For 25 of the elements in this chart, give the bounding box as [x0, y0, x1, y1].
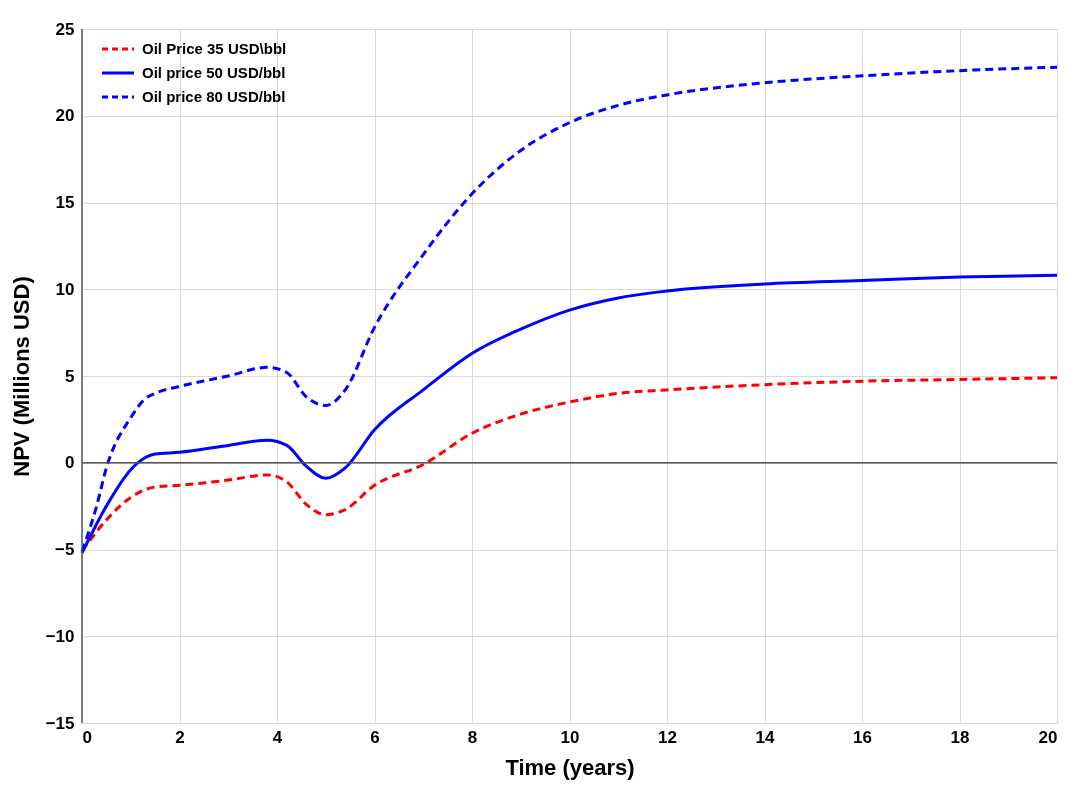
y-tick-label: 25	[55, 19, 75, 39]
x-tick-label: 8	[467, 727, 478, 747]
x-tick-label: 18	[950, 727, 970, 747]
x-tick-label: 0	[82, 727, 92, 747]
x-tick-label: 10	[560, 727, 580, 747]
x-tick-label: 4	[272, 727, 283, 747]
x-tick-label: 12	[658, 727, 677, 747]
legend-label: Oil price 80 USD/bbl	[142, 88, 286, 105]
y-tick-label: −10	[45, 626, 75, 646]
x-tick-label: 20	[1038, 727, 1058, 747]
x-axis-title: Time (years)	[505, 754, 635, 780]
x-tick-label: 16	[853, 727, 872, 747]
y-tick-label: −5	[55, 540, 75, 559]
y-tick-label: 5	[65, 366, 75, 386]
y-tick-label: 15	[55, 193, 75, 212]
legend-label: Oil Price 35 USD\bbl	[142, 40, 287, 57]
x-tick-label: 6	[370, 727, 380, 747]
legend-label: Oil price 50 USD/bbl	[142, 64, 286, 81]
y-tick-label: 0	[65, 453, 75, 473]
y-tick-label: 10	[55, 279, 75, 299]
y-tick-label: 20	[55, 106, 75, 126]
x-tick-label: 14	[755, 727, 775, 747]
y-tick-label: −15	[45, 713, 75, 733]
x-tick-label: 2	[175, 727, 185, 747]
y-axis-title: NPV (Millions USD)	[8, 276, 34, 477]
